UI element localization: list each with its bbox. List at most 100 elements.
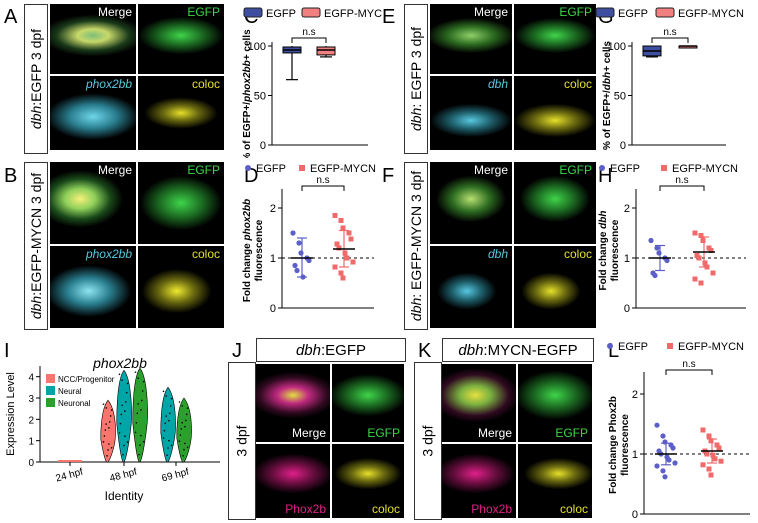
- legend-swatch: [46, 374, 55, 383]
- y-axis-label: Expression Level: [5, 372, 17, 456]
- top-label-k: dbh:MYCN-EGFP: [442, 338, 594, 362]
- panel-letter-l: L: [608, 340, 620, 362]
- significance-bracket: [651, 37, 689, 43]
- violin-point: [109, 415, 112, 417]
- x-tick-label: 48 hpf: [108, 467, 138, 485]
- violin-point: [184, 425, 186, 428]
- violin-point: [185, 419, 187, 422]
- micrograph-j-coloc: coloc: [332, 444, 404, 518]
- violin-point: [110, 446, 113, 449]
- legend-marker: [599, 165, 605, 171]
- significance-bracket: [659, 185, 705, 191]
- micrograph-f-merge: Merge: [430, 162, 512, 244]
- micrograph-label: Merge: [97, 163, 132, 177]
- violin-point: [183, 448, 185, 451]
- y-axis-label: Fold change Phox2b: [608, 396, 619, 494]
- data-point: [710, 270, 716, 276]
- data-point: [698, 280, 704, 286]
- panel-letter-e: E: [382, 6, 396, 28]
- y-tick-label: 100: [608, 41, 626, 53]
- data-point: [708, 438, 714, 444]
- violin-point: [140, 434, 142, 437]
- panel-letter-k: K: [418, 340, 432, 362]
- violin: [132, 367, 148, 463]
- data-point: [700, 238, 706, 243]
- micrograph-k-merge: Merge: [442, 364, 516, 442]
- legend-label: EGFP: [610, 163, 640, 175]
- significance-bracket: [301, 185, 345, 191]
- legend-marker: [607, 343, 613, 349]
- legend-swatch: [243, 7, 263, 18]
- legend-label: Neural: [58, 387, 82, 396]
- legend-swatch: [46, 386, 55, 395]
- data-point: [348, 236, 354, 242]
- data-point: [698, 233, 704, 238]
- violin: [176, 397, 192, 463]
- violin-point: [118, 432, 121, 434]
- data-point: [662, 439, 668, 445]
- legend-label: NCC/Progenitor: [58, 375, 115, 384]
- micrograph-a-phox2bb: phox2bb: [50, 76, 136, 150]
- violin-point: [118, 373, 121, 376]
- violin-point: [162, 390, 165, 393]
- legend-label: Neuronal: [58, 399, 91, 408]
- micrograph-label: Phox2b: [285, 502, 326, 516]
- y-axis-label: fluorescence: [620, 414, 631, 476]
- panel-letter-b: B: [4, 165, 18, 187]
- legend-marker: [667, 343, 673, 349]
- data-point: [332, 264, 338, 270]
- violin-point: [137, 377, 139, 379]
- violin-point: [179, 434, 182, 436]
- legend-swatch: [655, 7, 675, 18]
- violin-point: [125, 401, 127, 403]
- chart-d-scatter: EGFP EGFP-MYCN 0 1 2 Fold change phox2bb fluor…: [242, 163, 376, 315]
- panel-letter-f: F: [382, 165, 395, 187]
- violin-point: [102, 441, 105, 443]
- data-point: [350, 259, 356, 265]
- micrograph-label: coloc: [371, 502, 400, 516]
- y-tick-label: 50: [254, 91, 266, 103]
- violin-point: [124, 435, 126, 438]
- y-axis-label: % of EGFP+/phox2bb+ cells: [242, 29, 253, 158]
- micrograph-label: dbh: [487, 247, 508, 261]
- top-label-j: dbh:EGFP: [256, 338, 406, 362]
- data-point: [704, 451, 710, 457]
- violin-point: [119, 422, 122, 425]
- y-tick-label: 50: [614, 91, 626, 103]
- legend-label: EGFP: [256, 163, 286, 175]
- data-point: [292, 262, 298, 269]
- violin-point: [181, 405, 183, 407]
- micrograph-label: EGFP: [555, 426, 588, 440]
- y-tick-label: 0: [260, 140, 266, 152]
- violin-point: [186, 407, 189, 409]
- data-point: [654, 245, 660, 251]
- data-point: [702, 260, 708, 266]
- y-axis-label: % of EGFP+/dbh+ cells: [602, 41, 613, 150]
- violin-point: [142, 380, 145, 383]
- y-tick-label: 0: [28, 458, 34, 469]
- data-point: [342, 250, 348, 256]
- y-tick-label: 1: [270, 253, 276, 265]
- data-point: [672, 460, 678, 466]
- violin-point: [178, 401, 181, 403]
- data-point: [294, 267, 300, 274]
- micrograph-a-merge: Merge: [50, 4, 136, 74]
- y-tick-label: 2: [28, 415, 34, 426]
- x-tick-label: 24 hpf: [54, 467, 84, 485]
- violin-point: [138, 453, 140, 456]
- data-point: [660, 468, 666, 474]
- violin-point: [170, 444, 173, 447]
- data-point: [692, 230, 698, 236]
- side-label-j: 3 dpf: [228, 362, 256, 520]
- box-body: [316, 46, 336, 56]
- legend-label: EGFP: [618, 8, 648, 20]
- x-tick-label: 69 hpf: [160, 467, 190, 485]
- violin-point: [168, 419, 170, 422]
- data-point: [700, 427, 706, 433]
- micrograph-label: Merge: [477, 426, 512, 440]
- significance-bracket: [665, 369, 713, 375]
- y-tick-label: 3: [28, 394, 34, 405]
- micrograph-b-phox2bb: phox2bb: [50, 246, 136, 328]
- chart-l-scatter: EGFP EGFP-MYCN 0 1 2 Fold change Phox2b fluore…: [607, 341, 750, 521]
- violin-point: [163, 429, 166, 432]
